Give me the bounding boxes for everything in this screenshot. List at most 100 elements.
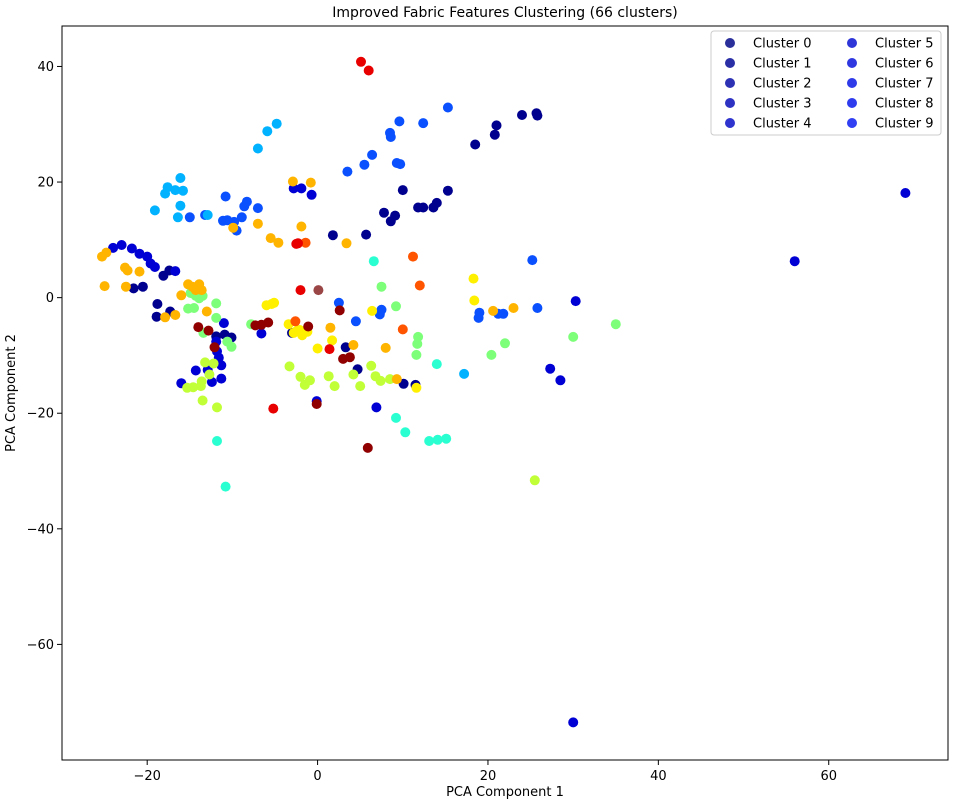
data-point (545, 363, 556, 374)
x-tick-label: 20 (480, 769, 497, 784)
data-point (468, 273, 479, 284)
data-point (355, 381, 366, 392)
legend-marker (725, 98, 735, 108)
data-point (303, 321, 314, 332)
data-point (333, 297, 344, 308)
data-point (271, 118, 282, 129)
data-point (371, 402, 382, 413)
data-point (269, 297, 280, 308)
data-point (262, 126, 273, 137)
data-point (226, 341, 237, 352)
legend-label: Cluster 4 (753, 117, 812, 132)
data-point (295, 371, 306, 382)
data-point (306, 189, 317, 200)
data-point (196, 376, 207, 387)
legend-marker (847, 38, 857, 48)
data-point (397, 324, 408, 335)
data-point (442, 102, 453, 113)
data-point (459, 368, 470, 379)
data-point (116, 240, 127, 250)
data-point (527, 255, 538, 266)
data-point (368, 256, 379, 267)
data-point (361, 229, 372, 240)
legend-label: Cluster 9 (875, 117, 934, 132)
data-point (218, 318, 229, 329)
data-point (193, 322, 204, 333)
data-point (376, 304, 387, 315)
data-point (120, 281, 131, 292)
data-point (412, 338, 423, 349)
data-point (296, 221, 307, 232)
data-point (202, 210, 213, 220)
data-point (356, 56, 366, 67)
data-point (432, 434, 443, 445)
data-point (532, 303, 543, 313)
data-point (175, 173, 186, 183)
data-point (324, 344, 335, 355)
data-point (152, 299, 163, 309)
data-point (491, 120, 502, 131)
data-point (428, 202, 439, 213)
data-point (400, 427, 411, 438)
data-point (291, 238, 302, 249)
legend-label: Cluster 6 (875, 57, 934, 72)
legend-marker (725, 118, 735, 128)
plot-frame (61, 25, 949, 761)
data-point (385, 216, 396, 227)
data-point (363, 65, 374, 76)
data-point (362, 442, 373, 453)
legend-label: Cluster 0 (753, 37, 812, 52)
data-point (532, 110, 543, 121)
data-point (441, 433, 452, 444)
data-point (304, 375, 315, 386)
data-point (196, 285, 207, 296)
data-point (408, 251, 418, 262)
data-point (517, 110, 527, 120)
data-point (296, 183, 307, 194)
data-point (474, 307, 485, 318)
data-point (500, 338, 510, 349)
data-point (172, 212, 183, 223)
data-point (570, 296, 581, 307)
data-point (170, 185, 181, 196)
data-point (211, 298, 222, 309)
data-point (555, 375, 566, 386)
data-point (149, 262, 160, 272)
data-point (212, 436, 222, 446)
data-point (391, 301, 401, 312)
data-point (287, 176, 298, 187)
legend-label: Cluster 2 (753, 77, 812, 92)
data-point (900, 188, 911, 198)
legend: Cluster 0 Cluster 1 Cluster 2 Cluster 3 Clus… (710, 30, 942, 136)
data-point (379, 207, 389, 218)
data-point (376, 281, 387, 292)
data-point (128, 283, 139, 294)
data-point (340, 342, 351, 353)
data-point (162, 182, 173, 193)
data-point (176, 290, 187, 301)
x-tick-label: 0 (313, 769, 321, 784)
x-tick-label: −20 (133, 769, 160, 784)
data-point (442, 185, 453, 196)
data-point (252, 203, 263, 214)
data-point (228, 222, 239, 233)
data-point (380, 342, 391, 353)
data-point (342, 166, 353, 177)
legend-label: Cluster 5 (875, 37, 934, 52)
data-point (395, 159, 406, 170)
data-point (568, 717, 579, 728)
data-point (394, 116, 405, 127)
legend-marker (725, 78, 735, 88)
data-point (184, 212, 195, 223)
data-point (323, 371, 334, 382)
y-tick-label: −20 (27, 407, 54, 422)
data-point (508, 303, 519, 313)
data-point (190, 365, 201, 376)
data-point (200, 357, 211, 368)
data-point (273, 237, 284, 248)
data-point (216, 373, 227, 384)
legend-label: Cluster 1 (753, 57, 812, 72)
legend-marker (847, 78, 857, 88)
